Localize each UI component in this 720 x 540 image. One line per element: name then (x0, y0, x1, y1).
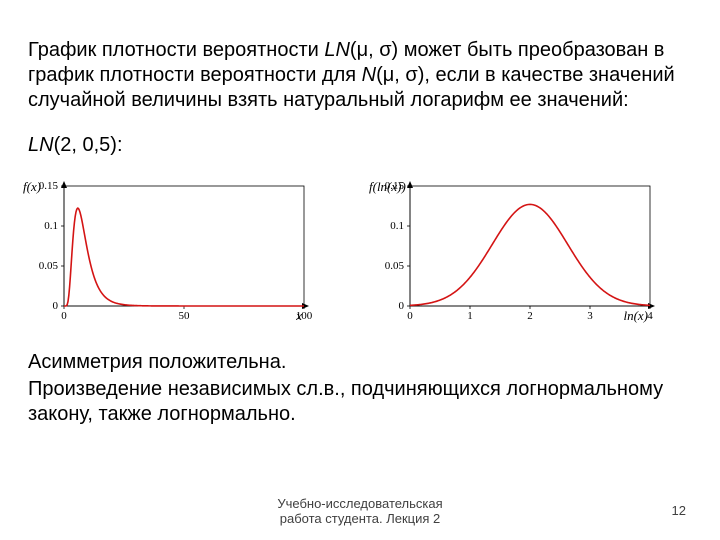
footer-line2: работа студента. Лекция 2 (280, 511, 440, 526)
svg-text:2: 2 (527, 310, 533, 322)
svg-text:f(ln(x)): f(ln(x)) (369, 179, 406, 194)
p2a: LN (28, 134, 54, 156)
svg-text:0.1: 0.1 (44, 220, 58, 232)
normal-pdf-chart: 00.050.10.1501234f(ln(x))ln(x) (364, 178, 670, 328)
svg-text:1: 1 (467, 310, 473, 322)
svg-text:50: 50 (179, 310, 191, 322)
svg-text:0.15: 0.15 (39, 180, 59, 192)
intro-paragraph: График плотности вероятности LN(μ, σ) мо… (28, 38, 692, 113)
svg-text:0.05: 0.05 (39, 260, 59, 272)
charts-row: 00.050.10.15050100f(x)x 00.050.10.150123… (18, 178, 692, 328)
footer-line1: Учебно-исследовательская (277, 496, 442, 511)
page-number: 12 (672, 503, 686, 518)
svg-text:0: 0 (61, 310, 67, 322)
p2b: (2, 0,5): (54, 134, 123, 156)
footer: Учебно-исследовательская работа студента… (0, 496, 720, 526)
svg-text:3: 3 (587, 310, 593, 322)
svg-text:0: 0 (53, 300, 59, 312)
p1b: LN (324, 39, 350, 61)
svg-text:4: 4 (647, 310, 653, 322)
example-label: LN(2, 0,5): (28, 133, 692, 158)
svg-text:0: 0 (399, 300, 405, 312)
p1a: График плотности вероятности (28, 39, 324, 61)
asymmetry-line: Асимметрия положительна. (28, 350, 692, 375)
svg-text:0.05: 0.05 (385, 260, 405, 272)
svg-text:0: 0 (407, 310, 413, 322)
svg-text:0.1: 0.1 (390, 220, 404, 232)
product-line: Произведение независимых сл.в., подчиняю… (28, 377, 692, 427)
svg-text:x: x (295, 308, 302, 323)
p1d: N (362, 64, 376, 86)
lognormal-pdf-chart: 00.050.10.15050100f(x)x (18, 178, 324, 328)
svg-text:f(x): f(x) (23, 179, 41, 194)
svg-text:ln(x): ln(x) (623, 308, 648, 323)
